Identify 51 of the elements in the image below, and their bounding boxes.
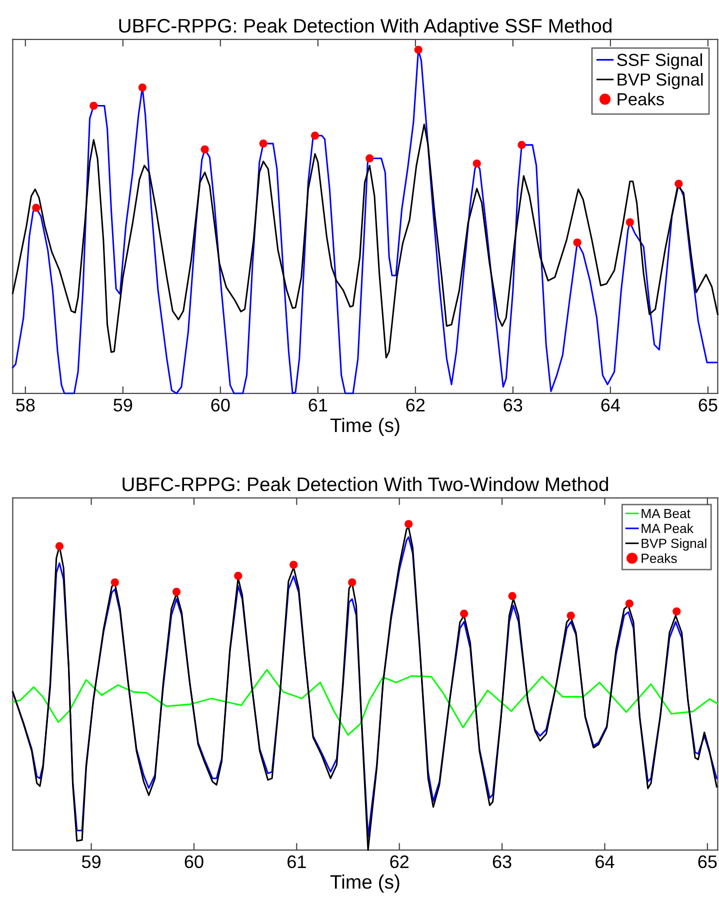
point	[90, 102, 98, 110]
point	[138, 83, 146, 92]
point	[472, 159, 481, 168]
point	[234, 572, 242, 580]
x-axis-title: Time (s)	[330, 874, 400, 893]
point	[366, 154, 374, 162]
legend-label: SSF Signal	[617, 53, 702, 70]
point	[404, 520, 413, 528]
point	[200, 145, 209, 154]
legend-label: Peaks	[618, 92, 664, 106]
point	[625, 600, 634, 608]
x-tick-label: 62	[390, 855, 408, 868]
x-tick-label: 63	[504, 398, 522, 412]
x-tick-label: 63	[492, 855, 512, 868]
point	[32, 204, 40, 212]
point	[310, 132, 320, 140]
x-tick-label: 64	[596, 855, 614, 868]
legend-label: BVP Signal	[642, 538, 706, 551]
point	[566, 612, 575, 620]
x-tick-label: 60	[184, 855, 204, 868]
x-tick-label: 59	[114, 398, 132, 412]
point	[672, 607, 681, 616]
point	[55, 542, 64, 550]
point	[259, 140, 268, 148]
point	[414, 46, 422, 54]
point	[518, 140, 526, 149]
x-tick-label: 59	[82, 855, 100, 868]
legend-label: MA Peak	[642, 523, 694, 534]
chart-title: UBFC-RPPG: Peak Detection With Two-Window Method	[122, 476, 608, 492]
x-tick-label: 65	[698, 855, 717, 868]
x-tick-label: 62	[406, 398, 425, 412]
x-tick-label: 58	[16, 398, 35, 412]
point	[460, 610, 468, 618]
point	[110, 578, 119, 586]
point	[508, 592, 516, 600]
point	[573, 238, 582, 247]
point	[626, 218, 634, 226]
x-tick-label: 61	[308, 398, 328, 412]
x-tick-label: 61	[288, 855, 306, 868]
x-tick-label: 60	[211, 398, 230, 412]
point	[172, 588, 181, 596]
x-tick-label: 65	[698, 398, 718, 412]
chart-title: UBFC-RPPG: Peak Detection With Adaptive SSF Method	[119, 18, 612, 37]
point	[348, 578, 356, 586]
x-axis-title: Time (s)	[330, 418, 400, 436]
legend-label: MA Beat	[642, 508, 690, 518]
x-tick-label: 64	[601, 398, 620, 412]
point	[674, 180, 683, 188]
legend-label: Peaks	[642, 553, 677, 563]
point	[290, 560, 298, 569]
legend-label: BVP Signal	[618, 72, 703, 90]
